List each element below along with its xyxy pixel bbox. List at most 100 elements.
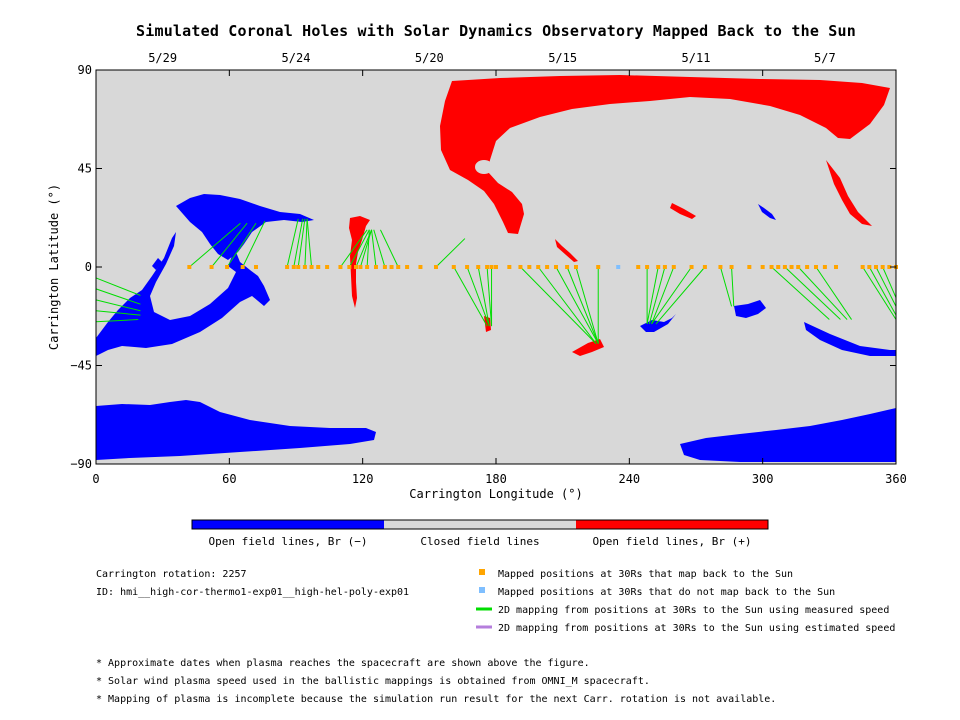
mapping-line-4 [286, 218, 299, 268]
x-tick-label-5: 300 [752, 472, 774, 486]
mapped-point-9 [309, 265, 314, 269]
mapping-line-48 [95, 310, 141, 316]
positive-fragment-a [670, 203, 696, 219]
mapping-line-8 [306, 218, 313, 268]
mapping-line-13 [366, 229, 370, 268]
mapping-line-5 [293, 218, 304, 268]
mapped-point-0 [187, 265, 192, 269]
mapping-line-24 [537, 266, 597, 344]
mapped-point-4 [254, 265, 258, 269]
mapped-point-5 [285, 265, 290, 269]
legend-estimated-label: 2D mapping from positions at 30Rs to the… [498, 623, 895, 634]
mapping-line-38 [784, 266, 841, 320]
x-tick-label-0: 0 [92, 472, 99, 486]
mapped-point-17 [374, 265, 378, 269]
negative-hole-west [96, 232, 270, 356]
y-tick-label-1: −45 [70, 359, 92, 373]
mapped-point-51 [776, 265, 781, 269]
mapping-line-2 [226, 222, 257, 268]
mapping-line-10 [348, 229, 370, 268]
colorbar-closed [384, 520, 576, 529]
x-tick-label-4: 240 [618, 472, 640, 486]
unmapped-point-0 [616, 265, 621, 269]
mapping-line-23 [520, 266, 597, 344]
top-date-ticks: 5/29 5/24 5/20 5/15 5/11 5/7 [148, 51, 836, 65]
mapped-point-41 [656, 265, 661, 269]
mapped-point-20 [396, 265, 401, 269]
legend-unmapped-label: Mapped positions at 30Rs that do not map… [498, 587, 835, 598]
mapping-line-6 [297, 218, 306, 268]
mapped-point-28 [489, 265, 494, 269]
negative-hole-east [734, 300, 766, 318]
mapping-line-7 [304, 218, 308, 268]
mapping-line-9 [340, 229, 368, 268]
y-tick-label-4: 90 [78, 63, 92, 77]
colorbar-frame [191, 519, 769, 530]
colorbar-negative [192, 520, 384, 529]
mapped-point-37 [574, 265, 578, 269]
mapping-line-41 [862, 266, 897, 320]
mapped-point-10 [316, 265, 321, 269]
mapping-line-20 [477, 266, 490, 327]
footnote-3: * Mapping of plasma is incomplete becaus… [96, 694, 776, 705]
mapped-point-60 [867, 265, 872, 269]
run-id: ID: hmi__high-cor-thermo1-exp01__high-he… [96, 587, 409, 598]
mapping-line-37 [771, 266, 830, 320]
mapping-line-33 [651, 266, 692, 325]
mapped-point-57 [822, 265, 827, 269]
mapping-line-43 [875, 266, 897, 307]
south-negative-hole-east [680, 408, 896, 462]
mapped-point-50 [769, 265, 774, 269]
mapped-point-29 [494, 265, 498, 269]
footnote-2: * Solar wind plasma speed used in the ba… [96, 676, 650, 687]
mapping-line-15 [373, 229, 386, 268]
mapped-point-25 [465, 265, 470, 269]
top-date-label-3: 5/15 [548, 51, 577, 65]
carrington-rotation: Carrington rotation: 2257 [96, 569, 247, 580]
mapping-line-14 [371, 229, 377, 268]
mapping-line-27 [575, 266, 599, 344]
mapping-line-42 [868, 266, 897, 316]
north-positive-hole [440, 75, 890, 234]
mapped-point-46 [718, 265, 723, 269]
mapped-point-6 [291, 265, 296, 269]
negative-hole-arc [804, 322, 896, 356]
top-date-label-1: 5/24 [282, 51, 311, 65]
colorbar: Open field lines, Br (−) Closed field li… [191, 519, 769, 548]
colorbar-label-closed: Closed field lines [420, 535, 539, 548]
mapped-point-35 [554, 265, 558, 269]
mapping-line-39 [797, 266, 848, 320]
mapped-point-11 [325, 265, 330, 269]
mapped-point-61 [874, 265, 878, 269]
mapping-line-1 [211, 222, 248, 268]
mapping-line-17 [435, 238, 466, 268]
mapped-point-13 [347, 265, 352, 269]
y-axis-label: Carrington Latitude (°) [47, 184, 61, 350]
colorbar-label-negative: Open field lines, Br (−) [209, 535, 368, 548]
top-date-label-4: 5/11 [682, 51, 711, 65]
mapping-line-26 [566, 266, 599, 344]
mapped-point-45 [702, 265, 707, 269]
mapped-point-34 [545, 265, 550, 269]
top-date-label-2: 5/20 [415, 51, 444, 65]
y-tick-label-3: 45 [78, 162, 92, 176]
mapped-point-15 [358, 265, 363, 269]
mapped-point-26 [476, 265, 481, 269]
x-tick-label-3: 180 [485, 472, 507, 486]
mapped-point-18 [382, 265, 387, 269]
legend-unmapped-marker [479, 587, 485, 593]
mapping-line-35 [719, 266, 733, 307]
top-date-label-0: 5/29 [148, 51, 177, 65]
x-axis-ticks: 0 60 120 180 240 300 360 [92, 70, 907, 486]
top-date-label-5: 5/7 [814, 51, 836, 65]
positive-fragment-b [555, 239, 578, 262]
x-tick-label-6: 360 [885, 472, 907, 486]
mapped-point-48 [747, 265, 752, 269]
mapped-point-21 [405, 265, 410, 269]
mapping-line-0 [189, 222, 241, 268]
colorbar-positive [576, 520, 768, 529]
positive-hole-mid [484, 316, 491, 332]
coronal-holes [96, 75, 896, 462]
south-negative-hole-west [96, 400, 376, 460]
mapped-point-62 [880, 265, 885, 269]
